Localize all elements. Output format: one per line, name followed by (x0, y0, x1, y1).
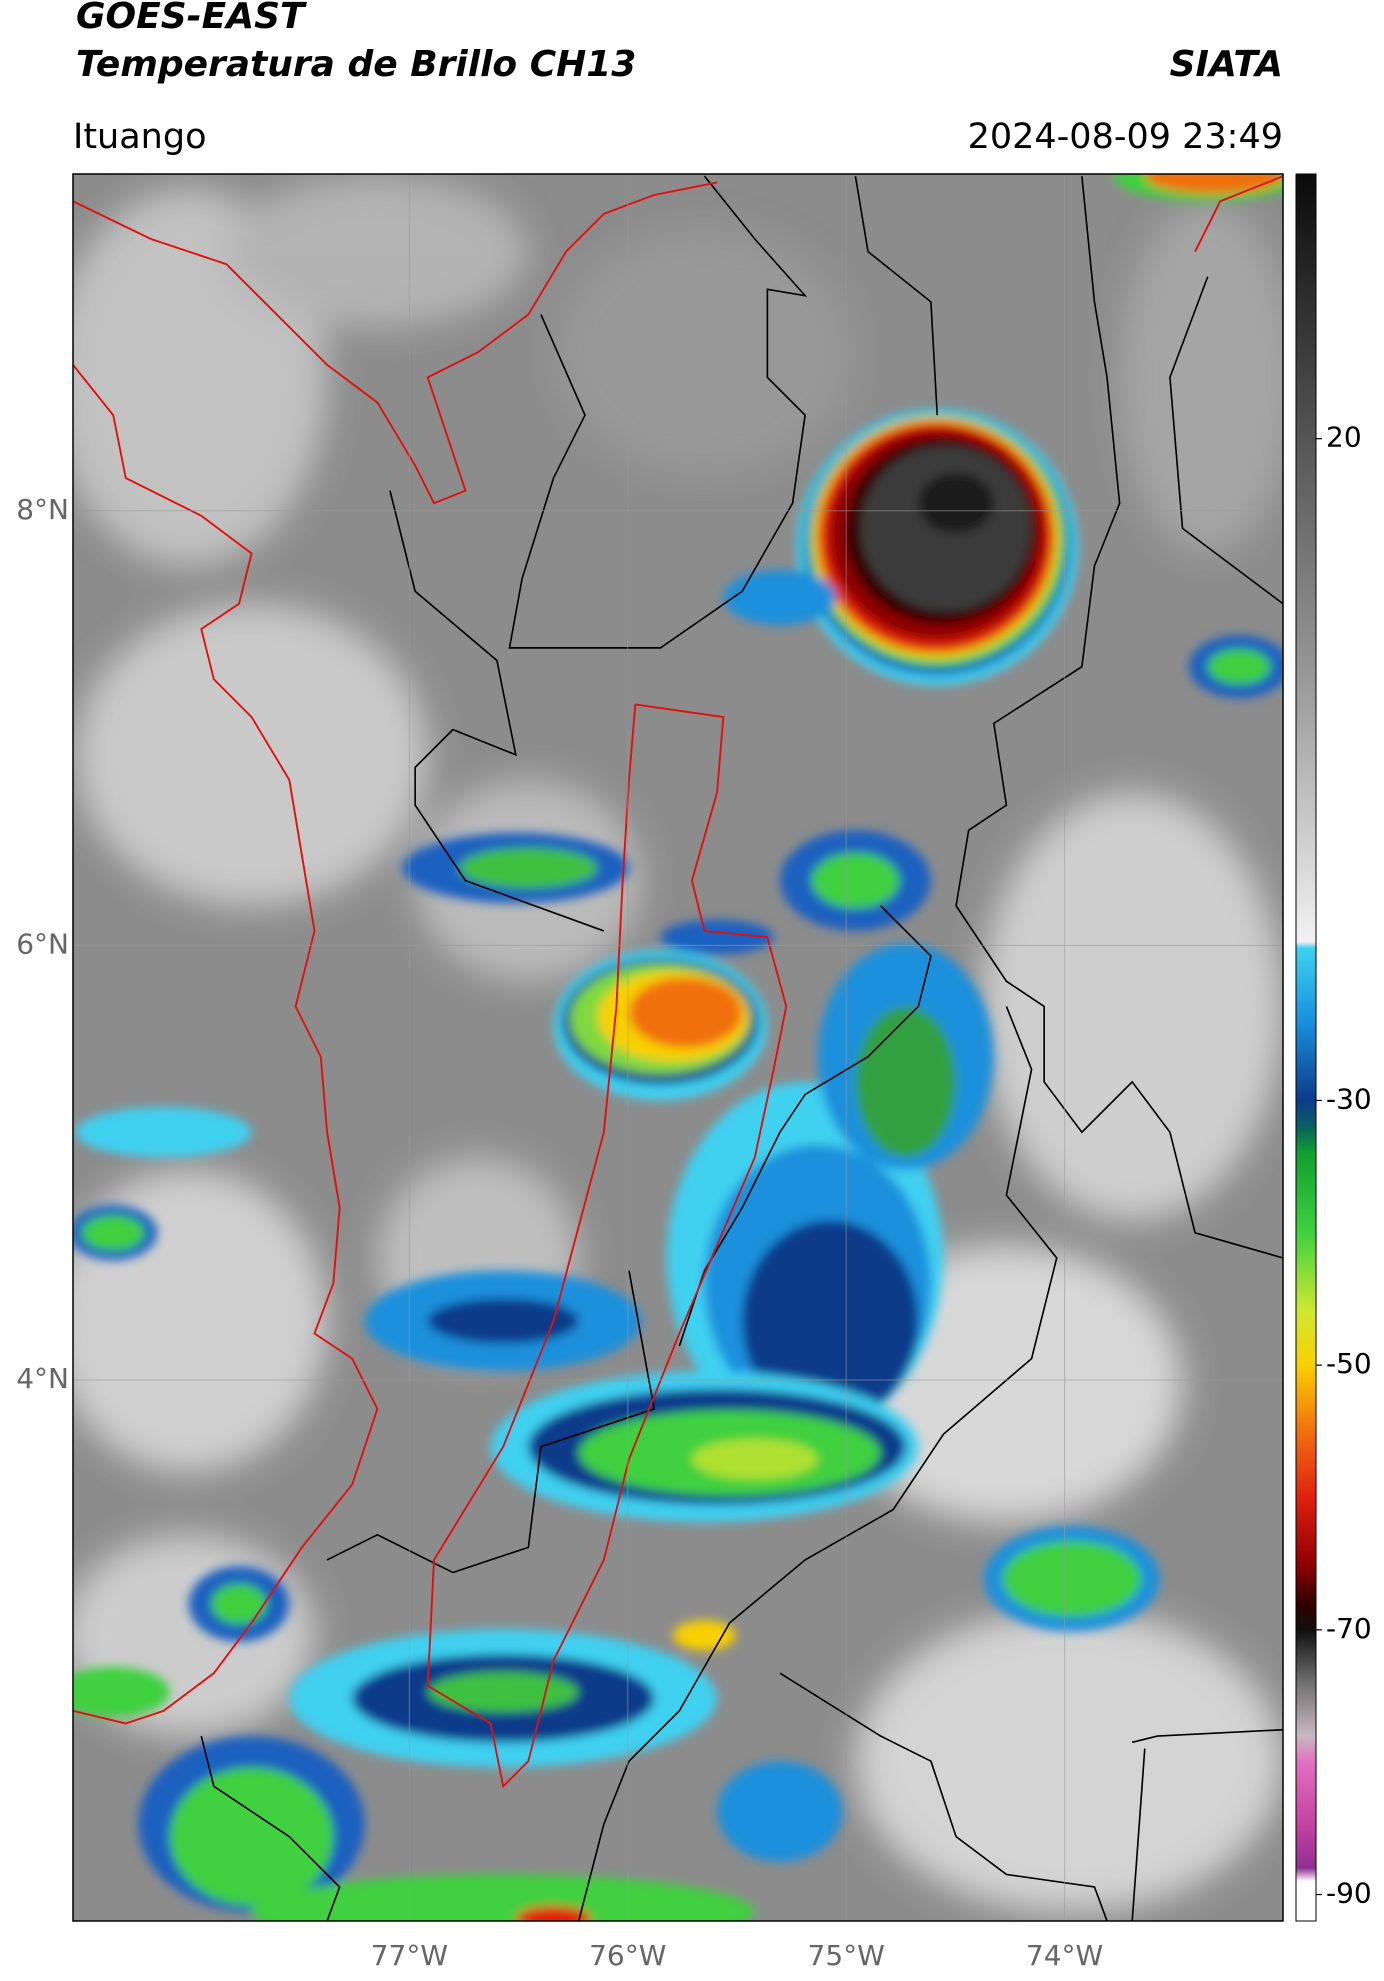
lon-tick-label: 76°W (589, 1939, 666, 1972)
subtitle: Temperatura de Brillo CH13 (76, 44, 636, 85)
colorbar-tick-label: 20 (1326, 421, 1362, 454)
datetime: 2024-08-09 23:49 (968, 117, 1283, 157)
satellite-image (72, 173, 1284, 1921)
lon-tick-label: 77°W (371, 1939, 448, 1972)
colorbar-tick-label: -70 (1326, 1612, 1372, 1645)
graticule (73, 174, 1283, 1921)
lat-tick-label: 6°N (16, 927, 69, 960)
lat-tick-label: 4°N (16, 1362, 69, 1395)
colorbar-tick-label: -50 (1326, 1347, 1372, 1380)
colorbar (1295, 173, 1317, 1922)
lon-tick-label: 75°W (808, 1939, 885, 1972)
map-frame (72, 173, 1284, 1922)
lat-tick-label: 8°N (16, 493, 69, 526)
title: GOES-EAST (76, 0, 307, 37)
colorbar-tick-label: -30 (1326, 1082, 1372, 1115)
location: Ituango (73, 117, 207, 157)
lon-tick-label: 74°W (1026, 1939, 1103, 1972)
colorbar-tick-label: -90 (1326, 1877, 1372, 1910)
source: SIATA (1170, 44, 1283, 85)
